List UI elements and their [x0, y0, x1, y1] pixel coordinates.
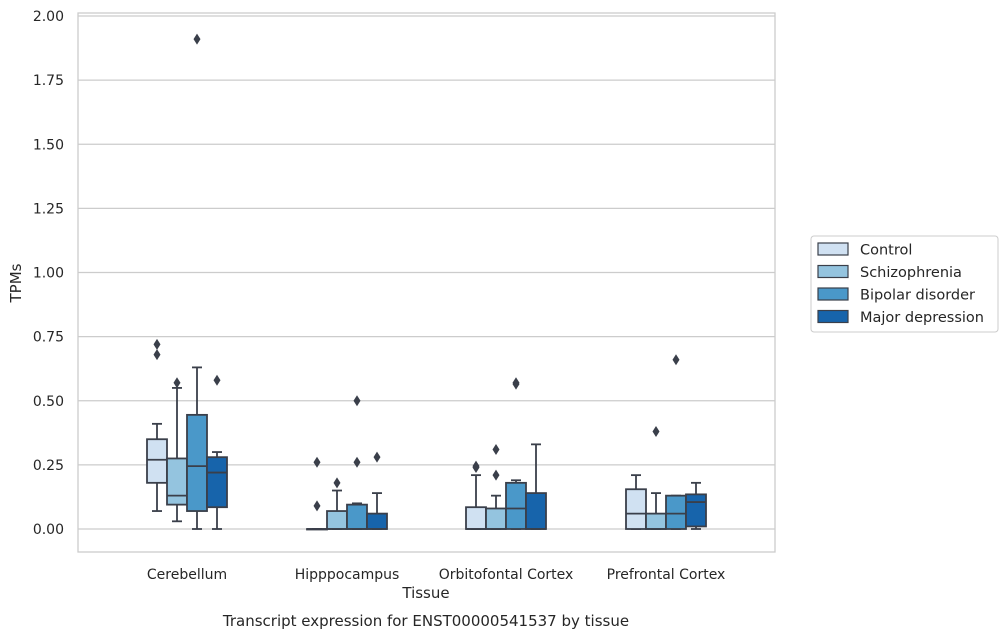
box-iqr — [346, 503, 368, 530]
legend-label: Bipolar disorder — [860, 288, 975, 304]
box-iqr — [505, 481, 527, 530]
box-iqr — [465, 506, 487, 530]
outlier-marker — [472, 461, 480, 473]
outlier-marker — [672, 354, 680, 366]
box-iqr — [166, 457, 188, 506]
y-tick-label: 0.75 — [33, 330, 64, 346]
plot-frame — [77, 12, 776, 553]
legend-label: Major depression — [860, 310, 984, 326]
outlier-marker — [512, 378, 520, 390]
legend-swatch — [817, 242, 849, 256]
box-schizophrenia — [645, 426, 667, 530]
legend: Control Schizophrenia Bipolar disorder Majo… — [810, 235, 999, 333]
box-iqr — [525, 492, 547, 530]
y-tick-label: 2.00 — [33, 9, 64, 25]
box-iqr — [206, 456, 228, 509]
legend-swatch — [817, 264, 849, 279]
outlier-marker — [353, 456, 361, 468]
outlier-marker — [333, 477, 341, 489]
box-iqr — [665, 494, 687, 530]
x-tick-label: Hipppocampus — [295, 567, 400, 583]
legend-label: Control — [860, 243, 912, 259]
box-bipolar-disorder — [346, 395, 368, 530]
x-tick-label: Cerebellum — [147, 567, 227, 583]
box-schizophrenia — [166, 377, 188, 523]
box-major-depression — [525, 443, 547, 530]
y-tick-label: 0.25 — [33, 458, 64, 474]
y-tick-label: 1.75 — [33, 73, 64, 89]
box-bipolar-disorder — [505, 377, 527, 530]
outlier-marker — [193, 33, 201, 45]
y-tick-label: 1.50 — [33, 137, 64, 153]
outlier-marker — [153, 349, 161, 361]
boxes-layer — [146, 33, 707, 531]
outlier-marker — [153, 338, 161, 350]
box-iqr — [645, 512, 667, 530]
chart-caption: Transcript expression for ENST0000054153… — [222, 612, 629, 630]
y-tick-labels: 0.00 0.25 0.50 0.75 1.00 1.25 1.50 1.75 2.00 — [33, 9, 64, 538]
legend-swatch — [817, 309, 849, 324]
box-bipolar-disorder — [665, 354, 687, 530]
outlier-marker — [313, 456, 321, 468]
outlier-marker — [353, 395, 361, 407]
box-iqr — [326, 510, 348, 530]
outlier-marker — [652, 426, 660, 438]
outlier-marker — [492, 443, 500, 455]
x-axis-title: Tissue — [401, 584, 449, 602]
box-major-depression — [366, 451, 388, 530]
box-control — [625, 474, 647, 530]
box-iqr — [625, 488, 647, 530]
y-tick-label: 0.00 — [33, 522, 64, 538]
y-tick-label: 1.25 — [33, 201, 64, 217]
box-iqr — [366, 512, 388, 530]
outlier-marker — [213, 374, 221, 386]
box-iqr — [146, 438, 168, 484]
x-tick-label: Orbitofontal Cortex — [439, 567, 574, 583]
legend-label: Schizophrenia — [860, 265, 962, 281]
y-axis-title: TPMs — [7, 263, 25, 303]
box-iqr — [485, 507, 507, 530]
outlier-marker — [313, 500, 321, 512]
outlier-marker — [173, 377, 181, 389]
box-iqr — [186, 413, 208, 512]
legend-swatch — [817, 287, 849, 301]
y-tick-label: 0.50 — [33, 394, 64, 410]
outlier-marker — [492, 469, 500, 481]
legend-frame — [810, 235, 999, 333]
y-tick-label: 1.00 — [33, 266, 64, 282]
box-iqr — [685, 493, 707, 528]
outlier-marker — [373, 451, 381, 463]
box-schizophrenia — [326, 477, 348, 530]
x-tick-label: Prefrontal Cortex — [607, 567, 726, 583]
box-major-depression — [685, 481, 707, 530]
x-tick-labels: Cerebellum Hipppocampus Orbitofontal Corte… — [147, 567, 725, 583]
box-major-depression — [206, 374, 228, 530]
